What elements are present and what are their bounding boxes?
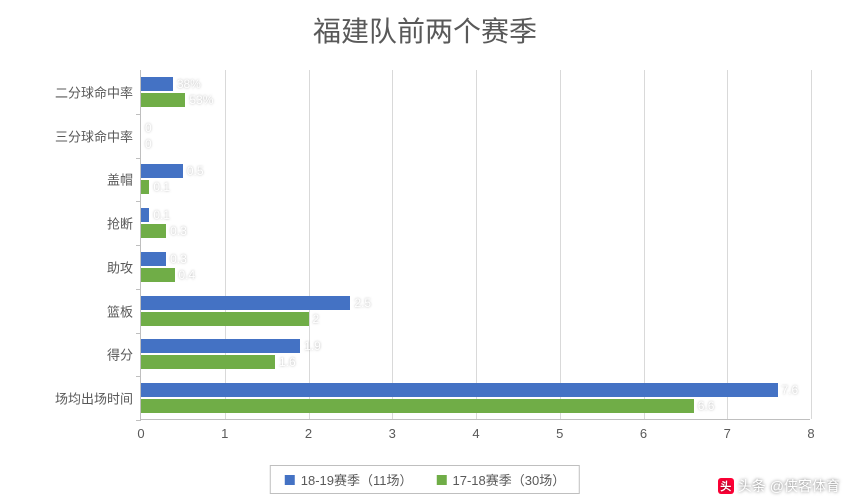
bar: 0.5 <box>141 164 183 178</box>
y-tick <box>136 376 141 377</box>
y-tick <box>136 333 141 334</box>
bar: 0.1 <box>141 180 149 194</box>
legend-swatch-2 <box>437 475 447 485</box>
bar-value-label: 0 <box>141 137 152 151</box>
gridline <box>811 70 812 419</box>
bar: 1.6 <box>141 355 275 369</box>
y-category-label: 场均出场时间 <box>55 389 141 408</box>
bar-value-label: 7.6 <box>778 383 799 397</box>
legend-label-2: 17-18赛季（30场） <box>453 470 566 489</box>
bar-value-label: 38% <box>173 77 201 91</box>
bar-value-label: 2.5 <box>350 296 371 310</box>
bar-value-label: 0.1 <box>149 208 170 222</box>
bar-value-label: 0.3 <box>166 224 187 238</box>
bar-value-label: 2 <box>309 312 320 326</box>
bar-value-label: 0.3 <box>166 252 187 266</box>
gridline <box>727 70 728 419</box>
x-tick-label: 5 <box>556 426 563 441</box>
y-tick <box>136 114 141 115</box>
legend: 18-19赛季（11场） 17-18赛季（30场） <box>270 465 580 494</box>
gridline <box>309 70 310 419</box>
gridline <box>560 70 561 419</box>
y-category-label: 篮板 <box>107 301 141 320</box>
x-tick-label: 4 <box>472 426 479 441</box>
bar: 1.9 <box>141 339 300 353</box>
y-category-label: 助攻 <box>107 257 141 276</box>
bar: 0.3 <box>141 224 166 238</box>
bar-value-label: 0 <box>141 121 152 135</box>
x-tick-label: 6 <box>640 426 647 441</box>
bar-value-label: 0.1 <box>149 180 170 194</box>
legend-swatch-1 <box>285 475 295 485</box>
x-tick-label: 8 <box>807 426 814 441</box>
watermark-text: @侠客体育 <box>770 476 840 496</box>
watermark-prefix: 头条 <box>738 476 766 496</box>
legend-item-series-1: 18-19赛季（11场） <box>285 470 413 489</box>
y-category-label: 三分球命中率 <box>55 126 141 145</box>
gridline <box>392 70 393 419</box>
x-tick-label: 3 <box>389 426 396 441</box>
bar: 0.3 <box>141 252 166 266</box>
gridline <box>476 70 477 419</box>
y-tick <box>136 245 141 246</box>
y-tick <box>136 420 141 421</box>
bar: 0.4 <box>141 268 175 282</box>
chart-title: 福建队前两个赛季 <box>0 0 850 50</box>
bar: 53% <box>141 93 185 107</box>
bar: 2 <box>141 312 309 326</box>
bar-value-label: 53% <box>185 93 213 107</box>
y-tick <box>136 201 141 202</box>
bar-value-label: 0.5 <box>183 164 204 178</box>
watermark: 头 头条 @侠客体育 <box>718 476 840 496</box>
bar: 6.6 <box>141 399 694 413</box>
bar-value-label: 0.4 <box>175 268 196 282</box>
bar-value-label: 1.9 <box>300 339 321 353</box>
bar: 2.5 <box>141 296 350 310</box>
bar-value-label: 6.6 <box>694 399 715 413</box>
watermark-icon: 头 <box>718 478 734 494</box>
y-tick <box>136 289 141 290</box>
bar: 0.1 <box>141 208 149 222</box>
x-tick-label: 1 <box>221 426 228 441</box>
x-tick-label: 7 <box>724 426 731 441</box>
y-category-label: 盖帽 <box>107 170 141 189</box>
legend-label-1: 18-19赛季（11场） <box>301 470 413 489</box>
legend-item-series-2: 17-18赛季（30场） <box>437 470 566 489</box>
bar-value-label: 1.6 <box>275 355 296 369</box>
bar: 38% <box>141 77 173 91</box>
y-tick <box>136 158 141 159</box>
chart-container: 福建队前两个赛季 012345678二分球命中率38%53%三分球命中率00盖帽… <box>0 0 850 502</box>
y-category-label: 得分 <box>107 345 141 364</box>
gridline <box>644 70 645 419</box>
y-category-label: 二分球命中率 <box>55 82 141 101</box>
bar: 7.6 <box>141 383 778 397</box>
x-tick-label: 2 <box>305 426 312 441</box>
plot-area: 012345678二分球命中率38%53%三分球命中率00盖帽0.50.1抢断0… <box>140 70 810 420</box>
x-tick-label: 0 <box>137 426 144 441</box>
y-category-label: 抢断 <box>107 214 141 233</box>
